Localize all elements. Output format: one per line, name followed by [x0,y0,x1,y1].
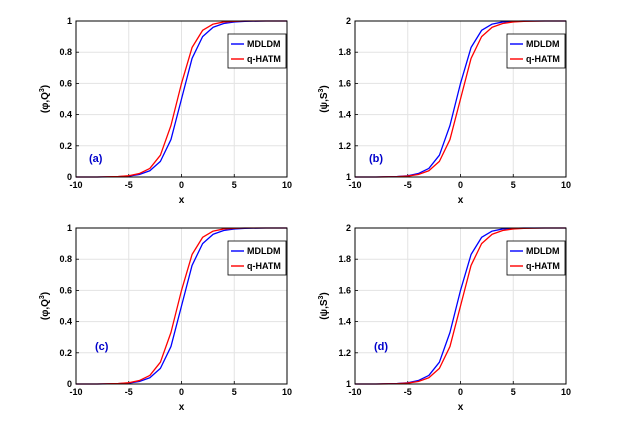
series-line-q-hatm [355,227,566,385]
x-tick-label: 5 [232,387,237,397]
x-tick-label: 10 [282,180,292,190]
legend: MDLDM q-HATM [227,240,287,276]
legend-label: MDLDM [526,246,560,256]
y-axis-label: (ψ,S3) [318,85,330,113]
y-tick-label: 1.6 [338,78,351,88]
panel-label: (b) [369,153,383,165]
legend-label: q-HATM [247,54,281,64]
x-axis-label: x [179,402,185,413]
panel-label: (a) [89,153,103,165]
chart-panel-d: -10 -5 0 5 10 1 1.2 1.4 1.6 1.8 2 x (ψ,S3) MDLDM q-HAT… [318,223,571,413]
axes-frame [354,227,567,385]
x-tick-label: 5 [511,180,516,190]
x-tick-label: -5 [125,387,133,397]
y-axis-label: (φ,Q3) [39,292,51,320]
y-tick-label: 0.6 [59,78,72,88]
legend: MDLDM q-HATM [506,33,566,69]
y-tick-label: 1 [346,172,351,182]
x-tick-label: -10 [348,180,361,190]
chart-panel-a: -10 -5 0 5 10 0 0.2 0.4 0.6 0.8 1 x (φ,Q3) MDLDM q-HAT… [39,16,292,206]
chart-panel-c: -10 -5 0 5 10 0 0.2 0.4 0.6 0.8 1 x (φ,Q3) MDLDM q-HAT… [39,223,292,413]
y-axis-label-superscript: 3 [39,295,46,299]
legend-label: MDLDM [247,39,281,49]
y-tick-label: 0.2 [59,348,72,358]
axes-frame [75,20,288,178]
legend-label: q-HATM [247,261,281,271]
x-axis-label: x [458,402,464,413]
y-axis-label: (φ,Q3) [39,85,51,113]
legend-label: MDLDM [247,246,281,256]
y-tick-label: 0 [67,172,72,182]
y-axis-label-superscript: 3 [318,295,325,299]
x-tick-label: 0 [458,180,463,190]
y-tick-label: 1.2 [338,348,351,358]
legend: MDLDM q-HATM [227,33,287,69]
legend-label: MDLDM [526,39,560,49]
y-tick-label: 1 [346,379,351,389]
x-tick-label: -10 [348,387,361,397]
axes-frame [75,227,288,385]
series-line-q-hatm [355,20,566,178]
legend: MDLDM q-HATM [506,240,566,276]
legend-box [506,33,566,69]
y-axis-label-base: (φ,Q [40,92,51,113]
y-axis-label-base: (φ,Q [40,299,51,320]
chart-panel-b: -10 -5 0 5 10 1 1.2 1.4 1.6 1.8 2 x (ψ,S3) MDLDM q-HAT… [318,16,571,206]
x-tick-label: 10 [561,180,571,190]
x-tick-label: -10 [69,387,82,397]
x-tick-label: -5 [404,387,412,397]
y-tick-label: 0.6 [59,285,72,295]
y-tick-label: 1 [67,223,72,233]
x-tick-label: -5 [404,180,412,190]
x-tick-label: 10 [282,387,292,397]
y-tick-label: 1 [67,16,72,26]
legend-label: q-HATM [526,54,560,64]
x-tick-label: -10 [69,180,82,190]
y-tick-label: 1.8 [338,254,351,264]
x-axis-label: x [458,195,464,206]
y-tick-label: 1.4 [338,317,351,327]
legend-box [227,240,287,276]
x-tick-label: 5 [232,180,237,190]
y-tick-label: 0.8 [59,47,72,57]
y-axis-label-base: (ψ,S [319,299,330,320]
legend-label: q-HATM [526,261,560,271]
y-tick-label: 0.4 [59,317,72,327]
axes-frame [354,20,567,178]
y-tick-label: 1.8 [338,47,351,57]
panel-label: (c) [95,341,109,353]
legend-box [506,240,566,276]
x-tick-label: 10 [561,387,571,397]
x-tick-label: 0 [179,180,184,190]
y-tick-label: 0.8 [59,254,72,264]
y-tick-label: 1.2 [338,141,351,151]
y-axis-label-close: ) [40,292,51,295]
x-tick-label: 5 [511,387,516,397]
y-axis-label-superscript: 3 [318,88,325,92]
x-tick-label: 0 [179,387,184,397]
y-axis-label: (ψ,S3) [318,292,330,320]
y-tick-label: 2 [346,16,351,26]
y-tick-label: 0.2 [59,141,72,151]
y-tick-label: 2 [346,223,351,233]
y-tick-label: 1.4 [338,110,351,120]
y-axis-label-close: ) [40,85,51,88]
legend-box [227,33,287,69]
y-tick-label: 0 [67,379,72,389]
y-axis-label-base: (ψ,S [319,92,330,113]
y-axis-label-superscript: 3 [39,88,46,92]
x-tick-label: -5 [125,180,133,190]
y-axis-label-close: ) [319,292,330,295]
y-axis-label-close: ) [319,85,330,88]
y-tick-label: 1.6 [338,285,351,295]
panel-label: (d) [374,341,388,353]
x-tick-label: 0 [458,387,463,397]
y-tick-label: 0.4 [59,110,72,120]
x-axis-label: x [179,195,185,206]
